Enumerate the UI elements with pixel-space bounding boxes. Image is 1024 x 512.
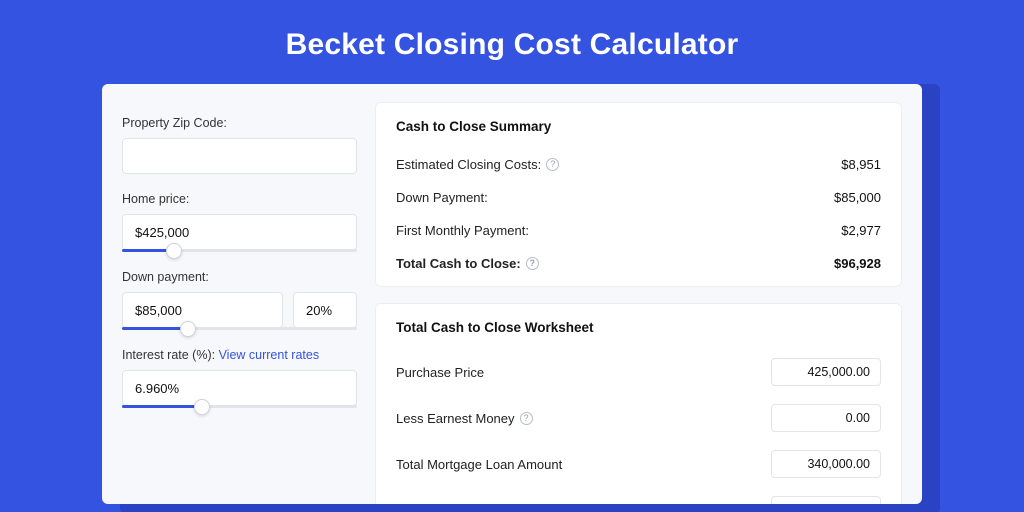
help-icon[interactable]: ? [582, 504, 595, 505]
worksheet-row: Purchase Price [396, 349, 881, 395]
worksheet-row: Less Earnest Money? [396, 395, 881, 441]
down-payment-field: Down payment: [122, 270, 357, 330]
zip-label: Property Zip Code: [122, 116, 357, 130]
worksheet-title: Total Cash to Close Worksheet [396, 320, 881, 335]
interest-rate-slider[interactable] [122, 405, 357, 408]
worksheet-row-label: Purchase Price [396, 365, 484, 380]
home-price-slider[interactable] [122, 249, 357, 252]
zip-input[interactable] [122, 138, 357, 174]
down-payment-pct-input[interactable] [293, 292, 357, 328]
summary-row-label: First Monthly Payment: [396, 223, 529, 238]
view-rates-link[interactable]: View current rates [219, 348, 320, 362]
help-icon[interactable]: ? [520, 412, 533, 425]
summary-row-label: Down Payment: [396, 190, 488, 205]
worksheet-row: Total Second Mortgage Amount? [396, 487, 881, 504]
calculator-card: Property Zip Code: Home price: Down paym… [102, 84, 922, 504]
summary-total-row: Total Cash to Close: ? $96,928 [396, 247, 881, 280]
zip-field: Property Zip Code: [122, 116, 357, 174]
worksheet-row-label: Less Earnest Money [396, 411, 515, 426]
summary-row-value: $8,951 [841, 157, 881, 172]
down-payment-label: Down payment: [122, 270, 357, 284]
summary-title: Cash to Close Summary [396, 119, 881, 134]
results-column: Cash to Close Summary Estimated Closing … [375, 102, 902, 486]
worksheet-row-input[interactable] [771, 450, 881, 478]
interest-rate-label-text: Interest rate (%): [122, 348, 219, 362]
worksheet-row-label: Total Second Mortgage Amount [396, 503, 577, 505]
summary-row: Down Payment: $85,000 [396, 181, 881, 214]
interest-rate-slider-thumb[interactable] [194, 399, 210, 415]
summary-panel: Cash to Close Summary Estimated Closing … [375, 102, 902, 287]
interest-rate-slider-fill [122, 405, 202, 408]
help-icon[interactable]: ? [526, 257, 539, 270]
interest-rate-input[interactable] [122, 370, 357, 406]
worksheet-row-label: Total Mortgage Loan Amount [396, 457, 562, 472]
down-payment-slider-fill [122, 327, 188, 330]
help-icon[interactable]: ? [546, 158, 559, 171]
home-price-label: Home price: [122, 192, 357, 206]
interest-rate-field: Interest rate (%): View current rates [122, 348, 357, 408]
worksheet-panel: Total Cash to Close Worksheet Purchase P… [375, 303, 902, 504]
inputs-column: Property Zip Code: Home price: Down paym… [122, 102, 357, 486]
summary-row-value: $2,977 [841, 223, 881, 238]
worksheet-row-input[interactable] [771, 358, 881, 386]
interest-rate-label: Interest rate (%): View current rates [122, 348, 357, 362]
summary-row: Estimated Closing Costs:? $8,951 [396, 148, 881, 181]
worksheet-row: Total Mortgage Loan Amount [396, 441, 881, 487]
down-payment-slider-thumb[interactable] [180, 321, 196, 337]
worksheet-row-input[interactable] [771, 404, 881, 432]
home-price-field: Home price: [122, 192, 357, 252]
summary-total-value: $96,928 [834, 256, 881, 271]
summary-row-value: $85,000 [834, 190, 881, 205]
down-payment-slider[interactable] [122, 327, 357, 330]
home-price-slider-thumb[interactable] [166, 243, 182, 259]
summary-row: First Monthly Payment: $2,977 [396, 214, 881, 247]
summary-row-label: Estimated Closing Costs: [396, 157, 541, 172]
down-payment-input[interactable] [122, 292, 283, 328]
summary-total-label: Total Cash to Close: [396, 256, 521, 271]
calculator-stage: Property Zip Code: Home price: Down paym… [102, 84, 922, 504]
worksheet-row-input[interactable] [771, 496, 881, 504]
home-price-input[interactable] [122, 214, 357, 250]
page-title: Becket Closing Cost Calculator [0, 0, 1024, 84]
